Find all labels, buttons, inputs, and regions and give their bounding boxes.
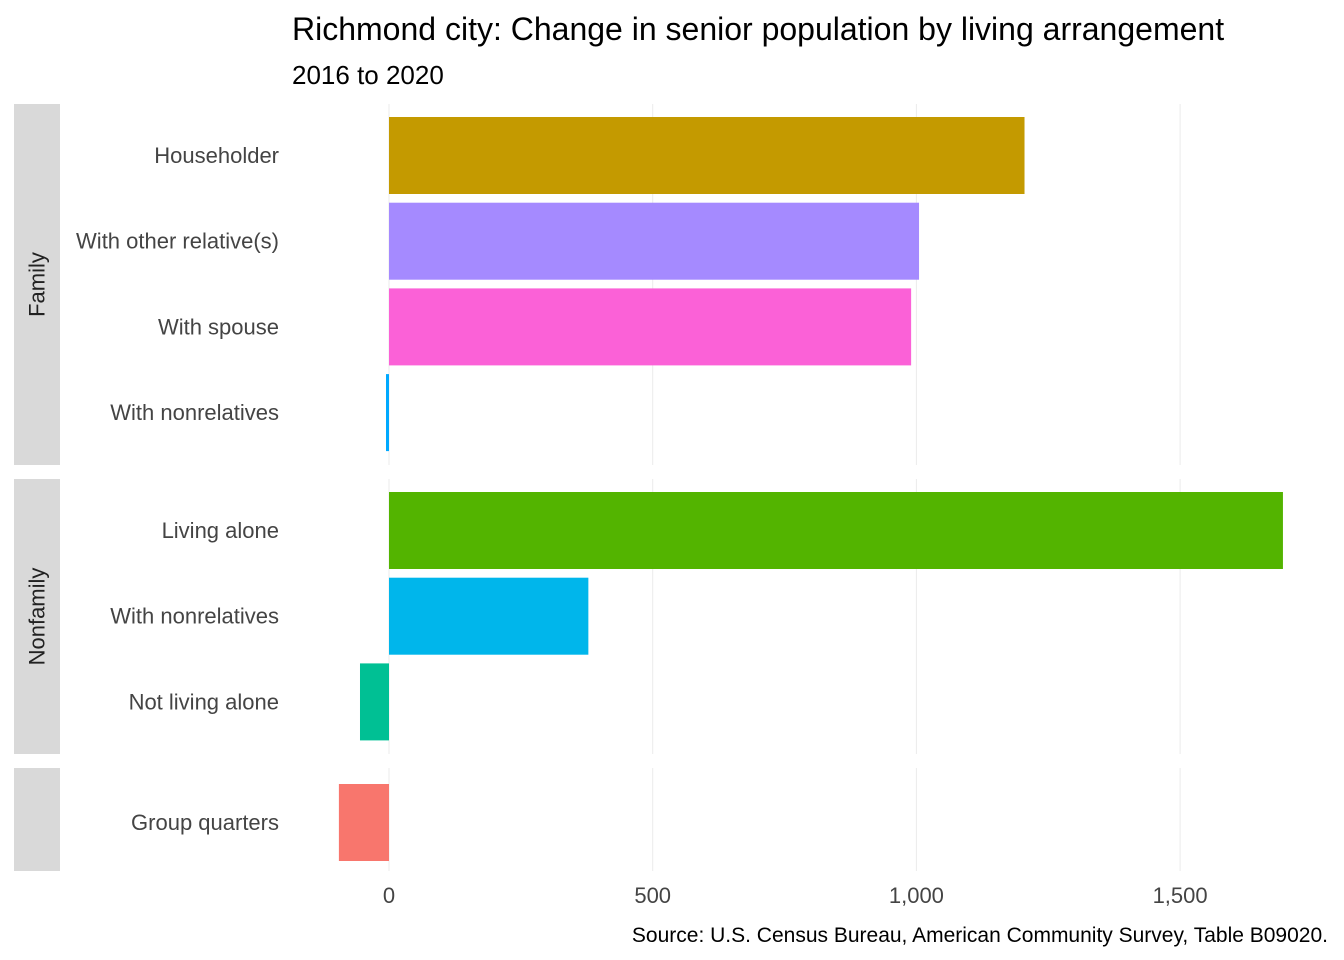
bar <box>389 202 920 280</box>
bar <box>386 374 389 452</box>
category-label: Living alone <box>162 518 279 543</box>
chart-caption: Source: U.S. Census Bureau, American Com… <box>632 924 1328 947</box>
category-label: With spouse <box>158 314 279 339</box>
x-axis: 0 500 1,000 1,500 <box>383 883 1208 908</box>
bar <box>338 784 389 861</box>
facet-label: Nonfamily <box>25 568 50 666</box>
x-tick-label: 0 <box>383 883 395 908</box>
plot-area: Family Householder With other relative(s) W… <box>14 104 1283 871</box>
category-label: Group quarters <box>131 810 279 835</box>
bar <box>389 492 1283 569</box>
category-label: Not living alone <box>129 689 279 714</box>
x-tick-label: 500 <box>634 883 671 908</box>
chart-title: Richmond city: Change in senior populati… <box>292 11 1224 47</box>
bar <box>389 577 589 655</box>
facet-strip <box>14 479 60 754</box>
x-tick-label: 1,500 <box>1153 883 1208 908</box>
category-label: With nonrelatives <box>110 400 279 425</box>
category-label: With nonrelatives <box>110 604 279 629</box>
facet-label: Family <box>25 252 50 317</box>
bar <box>389 117 1025 194</box>
facet-strip <box>14 104 60 465</box>
bar <box>359 663 389 741</box>
bar <box>389 288 912 366</box>
chart-subtitle: 2016 to 2020 <box>292 60 444 90</box>
category-label: With other relative(s) <box>76 229 279 254</box>
category-label: Householder <box>154 143 279 168</box>
facet-strip <box>14 768 60 871</box>
x-tick-label: 1,000 <box>889 883 944 908</box>
